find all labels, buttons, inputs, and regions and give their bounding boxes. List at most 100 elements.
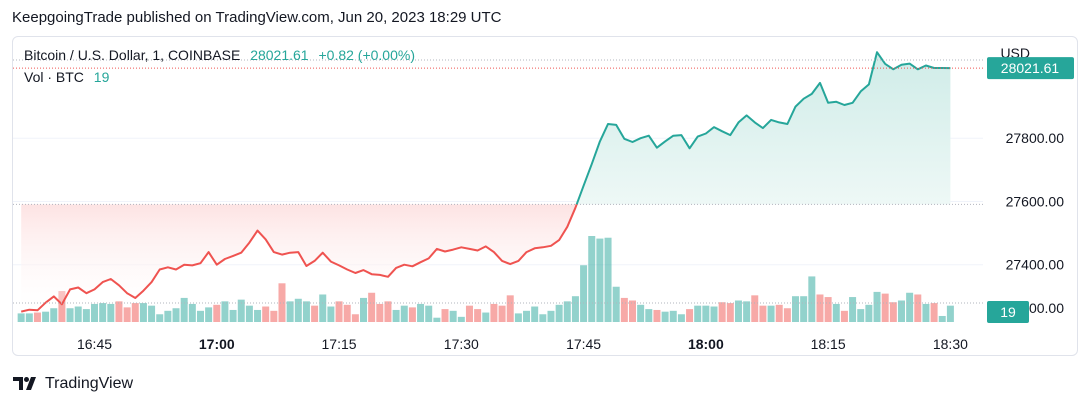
volume-bar <box>107 303 115 322</box>
volume-bar <box>245 305 253 322</box>
volume-bar <box>99 303 107 322</box>
volume-bar <box>889 302 897 322</box>
volume-bar <box>596 238 604 322</box>
volume-bar <box>360 297 368 322</box>
volume-bar <box>930 303 938 322</box>
volume-bar <box>343 304 351 322</box>
volume-bar <box>311 305 319 322</box>
volume-bar <box>669 310 677 322</box>
volume-bar <box>351 314 359 322</box>
volume-bar <box>588 236 596 322</box>
volume-bar <box>653 309 661 322</box>
volume-bar <box>74 306 82 322</box>
price-line-above-baseline <box>575 51 951 205</box>
volume-bar <box>433 317 441 322</box>
price-line-below-baseline <box>20 203 578 313</box>
volume-bar <box>172 308 180 322</box>
volume-bar <box>824 297 832 322</box>
volume-bar <box>131 303 139 322</box>
volume-bar <box>417 303 425 322</box>
volume-bar <box>196 310 204 322</box>
volume-bar <box>547 310 555 322</box>
volume-bar <box>767 305 775 322</box>
volume-bar <box>612 286 620 322</box>
volume-bar <box>563 301 571 322</box>
volume-bar <box>33 312 41 322</box>
volume-bar <box>221 301 229 322</box>
footer-brand-text: TradingView <box>45 375 134 392</box>
volume-bar <box>914 294 922 322</box>
x-tick-label: 18:00 <box>688 336 724 352</box>
symbol-legend[interactable]: Bitcoin / U.S. Dollar, 1, COINBASE 28021… <box>24 47 415 63</box>
published-line: KeepgoingTrade published on TradingView.… <box>12 9 502 26</box>
volume-bar <box>449 310 457 322</box>
volume-bar <box>25 313 33 322</box>
tradingview-logo-icon <box>13 377 36 390</box>
volume-bar <box>555 304 563 322</box>
volume-bar <box>237 299 245 322</box>
y-tick-label: 27400.00 <box>1006 257 1065 273</box>
volume-bar <box>58 291 66 322</box>
volume-bar <box>482 312 490 322</box>
volume-bar <box>254 309 262 322</box>
volume-bar <box>490 303 498 322</box>
volume-bar <box>188 303 196 322</box>
x-tick-label: 16:45 <box>77 336 112 352</box>
volume-bar <box>327 306 335 322</box>
volume-bar <box>286 301 294 322</box>
volume-bar <box>645 309 653 322</box>
volume-bar <box>270 310 278 322</box>
volume-bar <box>628 300 636 322</box>
volume-bar <box>832 303 840 322</box>
volume-bar <box>857 309 865 322</box>
volume-bar <box>531 306 539 322</box>
y-tick-label: 27600.00 <box>1006 193 1065 209</box>
volume-badge <box>987 301 1029 323</box>
volume-bar <box>702 305 710 322</box>
volume-bar <box>865 304 873 322</box>
volume-bar <box>873 291 881 322</box>
volume-bar <box>400 305 408 322</box>
volume-bar <box>604 237 612 322</box>
volume-bar <box>42 311 50 322</box>
volume-bar <box>775 304 783 322</box>
volume-bar <box>906 292 914 322</box>
volume-bar <box>840 310 848 322</box>
volume-bar <box>376 303 384 322</box>
volume-bar <box>148 305 156 322</box>
volume-bar <box>523 310 531 322</box>
x-tick-label: 17:00 <box>199 336 235 352</box>
volume-bar <box>50 308 58 322</box>
volume-bar <box>514 313 522 322</box>
x-tick-label: 17:15 <box>322 336 357 352</box>
legend-change: +0.82 (+0.00%) <box>318 47 415 63</box>
volume-bar <box>474 309 482 322</box>
volume-bar <box>164 310 172 322</box>
volume-bar <box>425 305 433 322</box>
below-baseline-fill <box>21 204 577 312</box>
volume-bar <box>922 303 930 322</box>
volume-bar <box>17 313 25 322</box>
volume-bar <box>938 315 946 322</box>
last-price-badge <box>987 57 1074 80</box>
volume-bar <box>571 296 579 322</box>
last-price-badge-label: 28021.61 <box>1001 60 1060 76</box>
volume-bar <box>620 297 628 322</box>
volume-bar <box>82 309 90 322</box>
volume-bar <box>384 301 392 322</box>
chart-frame[interactable] <box>12 36 1078 356</box>
volume-bar <box>897 300 905 322</box>
volume-bar <box>694 305 702 322</box>
volume-bar <box>686 309 694 322</box>
volume-bar <box>441 309 449 322</box>
volume-legend[interactable]: Vol · BTC 19 <box>24 69 109 85</box>
footer-brand[interactable]: TradingView <box>13 375 133 393</box>
volume-bar <box>262 306 270 322</box>
volume-bar <box>792 296 800 322</box>
x-tick-label: 17:45 <box>566 336 601 352</box>
x-tick-label: 17:30 <box>444 336 479 352</box>
volume-bar <box>465 305 473 322</box>
volume-badge-label: 19 <box>1000 304 1016 320</box>
volume-bar <box>294 298 302 322</box>
